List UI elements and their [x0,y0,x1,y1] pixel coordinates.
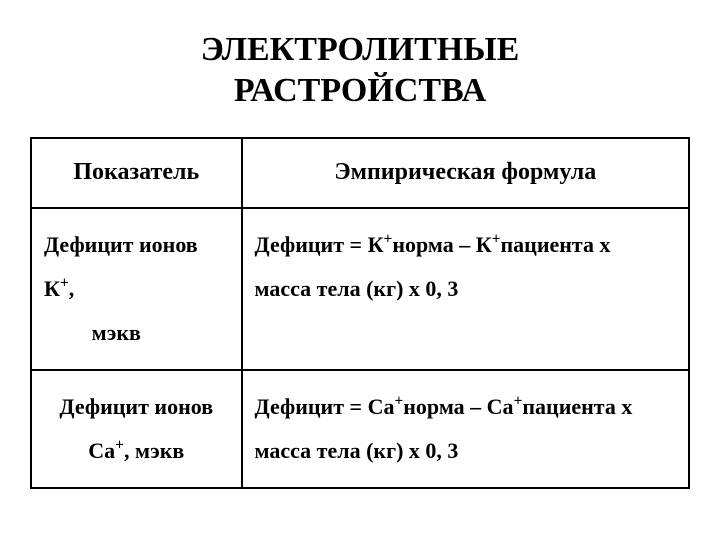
k-formula-prefix: Дефицит = К [255,232,384,257]
k-param-suffix: , [69,276,75,301]
ca-param-prefix2: Са [88,438,115,463]
header-formula: Эмпирическая формула [242,138,689,208]
k-formula-line2: масса тела (кг) х 0, 3 [255,276,459,301]
table-row: Дефицит ионов К+, мэкв Дефицит = К+норма… [31,208,689,370]
ca-formula-line2: масса тела (кг) х 0, 3 [255,438,459,463]
ca-param-sup2: + [115,436,124,453]
cell-ca-parameter: Дефицит ионов Са+, мэкв [31,370,242,488]
cell-k-formula: Дефицит = К+норма – К+пациента х масса т… [242,208,689,370]
table-header-row: Показатель Эмпирическая формула [31,138,689,208]
ca-formula-prefix: Дефицит = Са [255,394,395,419]
ca-param-line1: Дефицит ионов [59,394,213,419]
table-row: Дефицит ионов Са+, мэкв Дефицит = Са+нор… [31,370,689,488]
page-title: ЭЛЕКТРОЛИТНЫЕ РАСТРОЙСТВА [30,30,690,112]
k-param-sup: + [60,274,69,291]
cell-k-parameter: Дефицит ионов К+, мэкв [31,208,242,370]
electrolyte-table: Показатель Эмпирическая формула Дефицит … [30,137,690,489]
ca-param-suffix2: , мэкв [124,438,184,463]
title-line-1: ЭЛЕКТРОЛИТНЫЕ [201,31,520,68]
header-parameter: Показатель [31,138,242,208]
k-formula-mid2: пациента х [500,232,610,257]
title-line-2: РАСТРОЙСТВА [234,72,486,109]
ca-formula-mid2: пациента х [522,394,632,419]
ca-formula-mid1: норма – Са [403,394,513,419]
k-formula-sup1: + [384,230,393,247]
ca-formula-sup1: + [394,392,403,409]
k-formula-mid1: норма – К [392,232,491,257]
cell-ca-formula: Дефицит = Са+норма – Са+пациента х масса… [242,370,689,488]
k-param-line2: мэкв [44,311,229,355]
